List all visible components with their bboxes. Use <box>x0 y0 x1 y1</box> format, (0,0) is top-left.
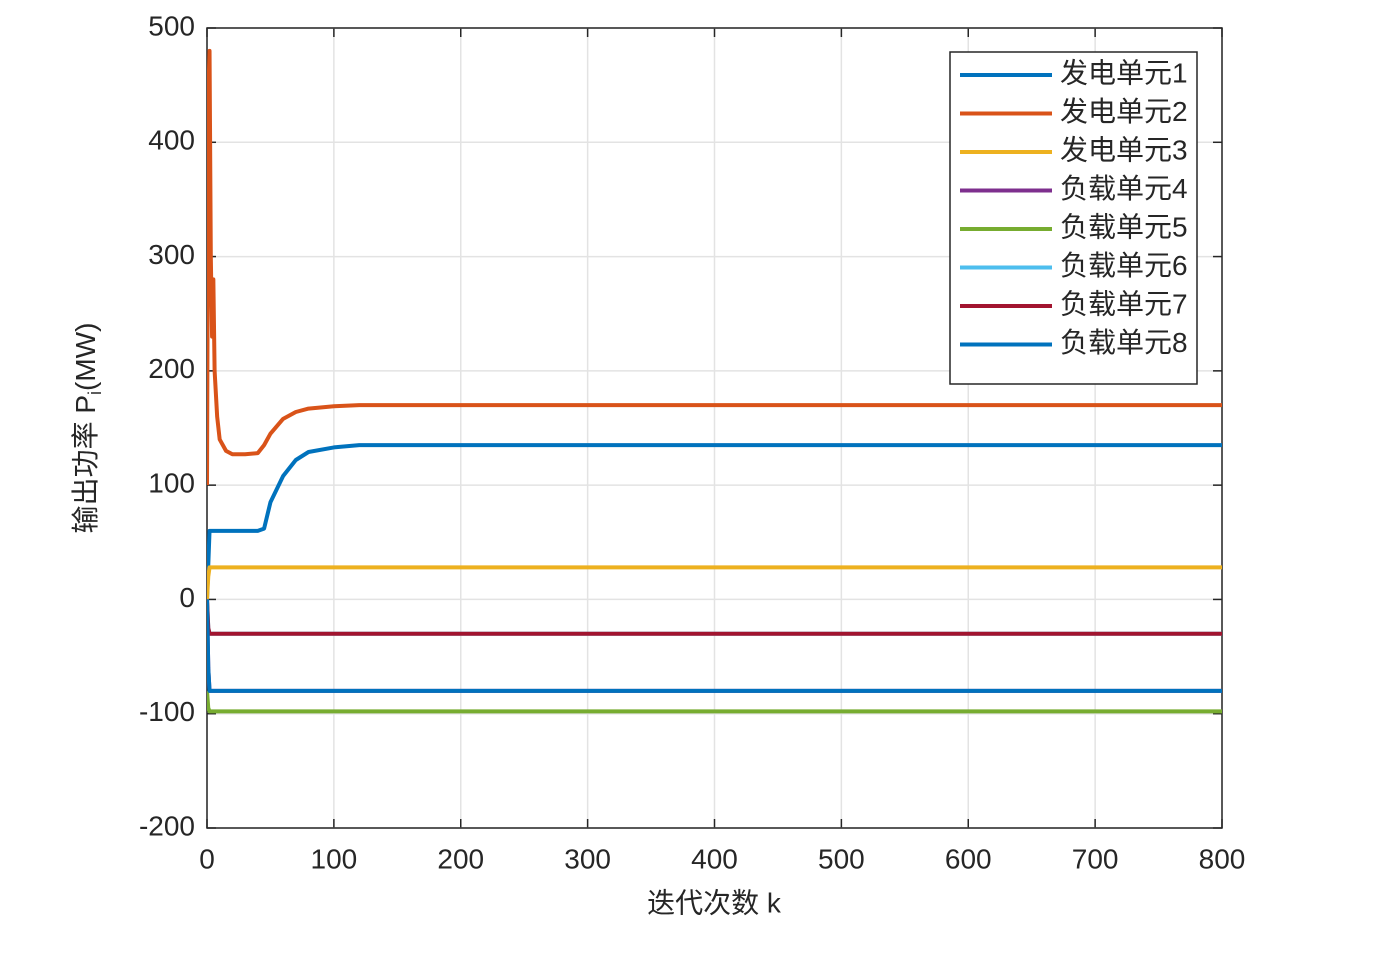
y-axis-label-main: 输出功率 P <box>70 395 101 533</box>
x-tick-label: 400 <box>691 843 738 874</box>
x-tick-label: 600 <box>945 843 992 874</box>
y-tick-label: 200 <box>148 353 195 384</box>
x-tick-label: 500 <box>818 843 865 874</box>
x-axis-label: 迭代次数 k <box>647 887 782 918</box>
series-line <box>207 48 1222 486</box>
y-tick-label: -200 <box>139 810 195 841</box>
legend-label: 负载单元6 <box>1060 250 1188 281</box>
y-tick-label: -100 <box>139 696 195 727</box>
legend-box <box>949 51 1198 385</box>
x-tick-label: 800 <box>1199 843 1246 874</box>
x-tick-label: 0 <box>199 843 215 874</box>
legend: 发电单元1 发电单元2 发电单元3 负载单元4 负载单元5 负载单元6 负载单元7 负载单元8 <box>949 51 1198 385</box>
x-tick-label: 700 <box>1072 843 1119 874</box>
legend-label: 负载单元7 <box>1060 288 1188 319</box>
legend-label: 发电单元2 <box>1060 96 1188 127</box>
y-tick-label: 100 <box>148 468 195 499</box>
legend-label: 发电单元1 <box>1060 57 1188 88</box>
series-line <box>207 599 1222 636</box>
legend-label: 负载单元8 <box>1060 327 1188 358</box>
legend-label: 负载单元5 <box>1060 211 1188 242</box>
series-line <box>207 599 1222 693</box>
y-axis-label-unit: (MW) <box>70 323 101 391</box>
y-tick-label: 0 <box>179 582 195 613</box>
y-axis-label-subscript: i <box>85 391 105 395</box>
x-tick-label: 100 <box>311 843 358 874</box>
y-tick-label: 500 <box>148 10 195 41</box>
y-tick-label: 300 <box>148 239 195 270</box>
y-tick-label: 400 <box>148 125 195 156</box>
legend-label: 负载单元4 <box>1060 173 1188 204</box>
series-line <box>207 690 1222 714</box>
y-axis-label: 输出功率 Pi(MW) <box>70 323 104 534</box>
series-line <box>207 565 1222 600</box>
x-tick-label: 300 <box>564 843 611 874</box>
x-tick-label: 200 <box>437 843 484 874</box>
series-group <box>207 48 1222 714</box>
legend-label: 发电单元3 <box>1060 134 1188 165</box>
series-line <box>207 443 1222 600</box>
